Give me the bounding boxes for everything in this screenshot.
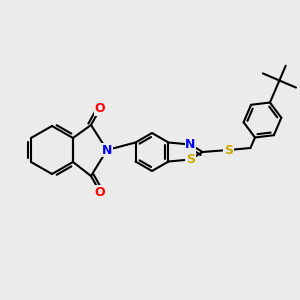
Text: O: O [95,185,105,199]
Text: O: O [95,103,105,116]
Text: S: S [224,143,233,157]
Text: S: S [186,153,195,166]
Text: N: N [185,138,196,151]
Text: N: N [102,143,112,157]
